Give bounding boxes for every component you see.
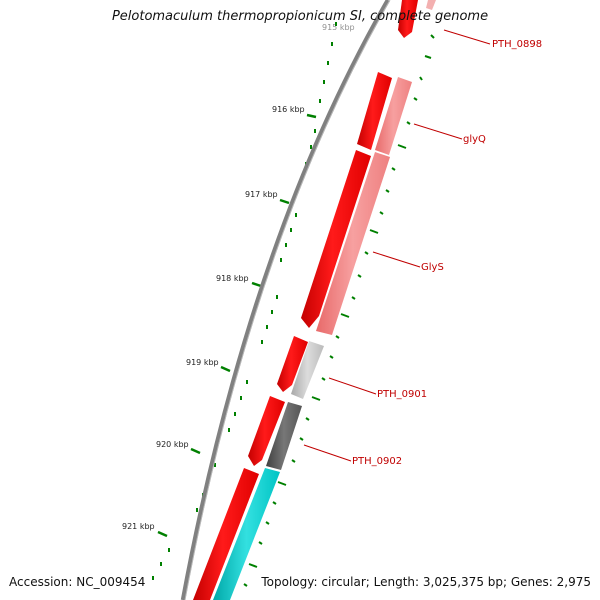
accession-text: Accession: NC_009454 bbox=[9, 575, 146, 589]
kbp-major-ticks bbox=[157, 113, 317, 538]
gene-arrow-glys[interactable] bbox=[301, 150, 371, 328]
gene-arrow-pth0898[interactable] bbox=[398, 0, 418, 38]
kbp-label-921: 921 kbp bbox=[122, 522, 155, 531]
cog-block-glyq bbox=[375, 77, 412, 155]
kbp-label-917: 917 kbp bbox=[245, 190, 278, 199]
genome-backbone bbox=[180, 0, 390, 600]
cog-block-pth0901 bbox=[291, 341, 324, 399]
gene-label-pth0902[interactable]: PTH_0902 bbox=[352, 456, 402, 467]
kbp-label-916: 916 kbp bbox=[272, 105, 305, 114]
kbp-label-920: 920 kbp bbox=[156, 440, 189, 449]
topology-text: Topology: circular; Length: 3,025,375 bp… bbox=[261, 575, 591, 589]
map-title: Pelotomaculum thermopropionicum SI, comp… bbox=[111, 9, 489, 24]
gene-label-glyq[interactable]: glyQ bbox=[463, 134, 486, 145]
gene-arrow-next[interactable] bbox=[193, 468, 259, 600]
kbp-label-919: 919 kbp bbox=[186, 358, 219, 367]
cog-block-top bbox=[426, 0, 436, 10]
kbp-label-918: 918 kbp bbox=[216, 274, 249, 283]
gene-label-pth0901[interactable]: PTH_0901 bbox=[377, 389, 427, 400]
kbp-dotted-ring bbox=[152, 22, 337, 580]
gene-callouts bbox=[303, 29, 491, 462]
gene-arrow-pth0901[interactable] bbox=[277, 336, 308, 392]
cog-track bbox=[213, 0, 436, 600]
gene-label-glys[interactable]: GlyS bbox=[421, 262, 444, 273]
gene-arrow-pth0902[interactable] bbox=[248, 396, 285, 466]
cog-block-glys bbox=[316, 152, 390, 335]
cog-block-next bbox=[213, 468, 280, 600]
cog-block-pth0902 bbox=[266, 402, 302, 470]
faded-kbp-label: 915 kbp bbox=[322, 23, 355, 32]
inner-tick-ring bbox=[243, 34, 435, 587]
gene-label-pth0898[interactable]: PTH_0898 bbox=[492, 39, 542, 50]
gene-arrow-glyq[interactable] bbox=[357, 72, 392, 150]
genome-backbone-highlight bbox=[184, 0, 391, 600]
cds-track bbox=[193, 0, 418, 600]
